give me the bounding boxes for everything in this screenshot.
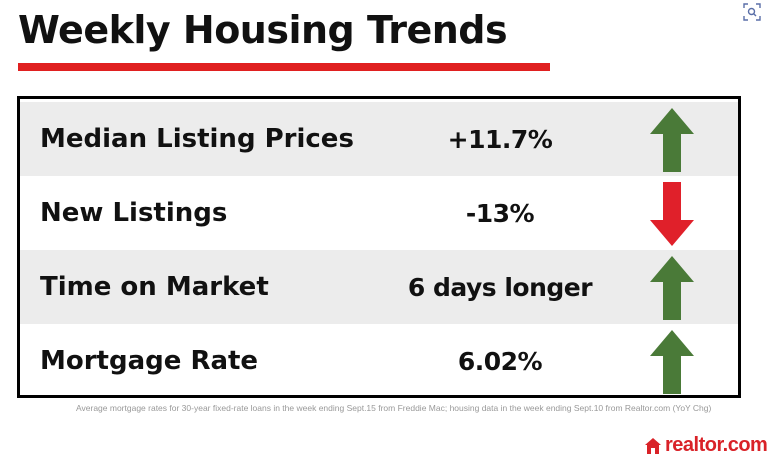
row-label: Median Listing Prices [40, 124, 354, 154]
table-row-mortgage-rate: Mortgage Rate 6.02% [20, 324, 738, 398]
visual-search-icon [743, 3, 761, 21]
arrow-up-icon [650, 108, 694, 172]
arrow-up-icon [650, 330, 694, 394]
row-label: Time on Market [40, 272, 269, 302]
source-footnote: Average mortgage rates for 30-year fixed… [76, 403, 712, 413]
table-row-time-on-market: Time on Market 6 days longer [20, 250, 738, 324]
arrow-down-icon [650, 182, 694, 246]
row-label: New Listings [40, 198, 228, 228]
page-title: Weekly Housing Trends [18, 8, 508, 52]
trends-table: Median Listing Prices +11.7% New Listing… [17, 96, 741, 398]
row-value: 6 days longer [407, 272, 593, 302]
arrow-up-icon [650, 256, 694, 320]
row-value: +11.7% [447, 124, 553, 154]
house-icon [645, 437, 661, 454]
row-value: -13% [465, 198, 535, 228]
row-value: 6.02% [457, 346, 543, 376]
logo-text: realtor.com [665, 434, 768, 456]
row-label: Mortgage Rate [40, 346, 259, 376]
realtor-logo: realtor.com [644, 434, 768, 457]
table-row-new-listings: New Listings -13% [20, 176, 738, 250]
visual-search-button[interactable] [738, 0, 766, 24]
table-row-median-listing-prices: Median Listing Prices +11.7% [20, 102, 738, 176]
title-underline [18, 63, 550, 71]
